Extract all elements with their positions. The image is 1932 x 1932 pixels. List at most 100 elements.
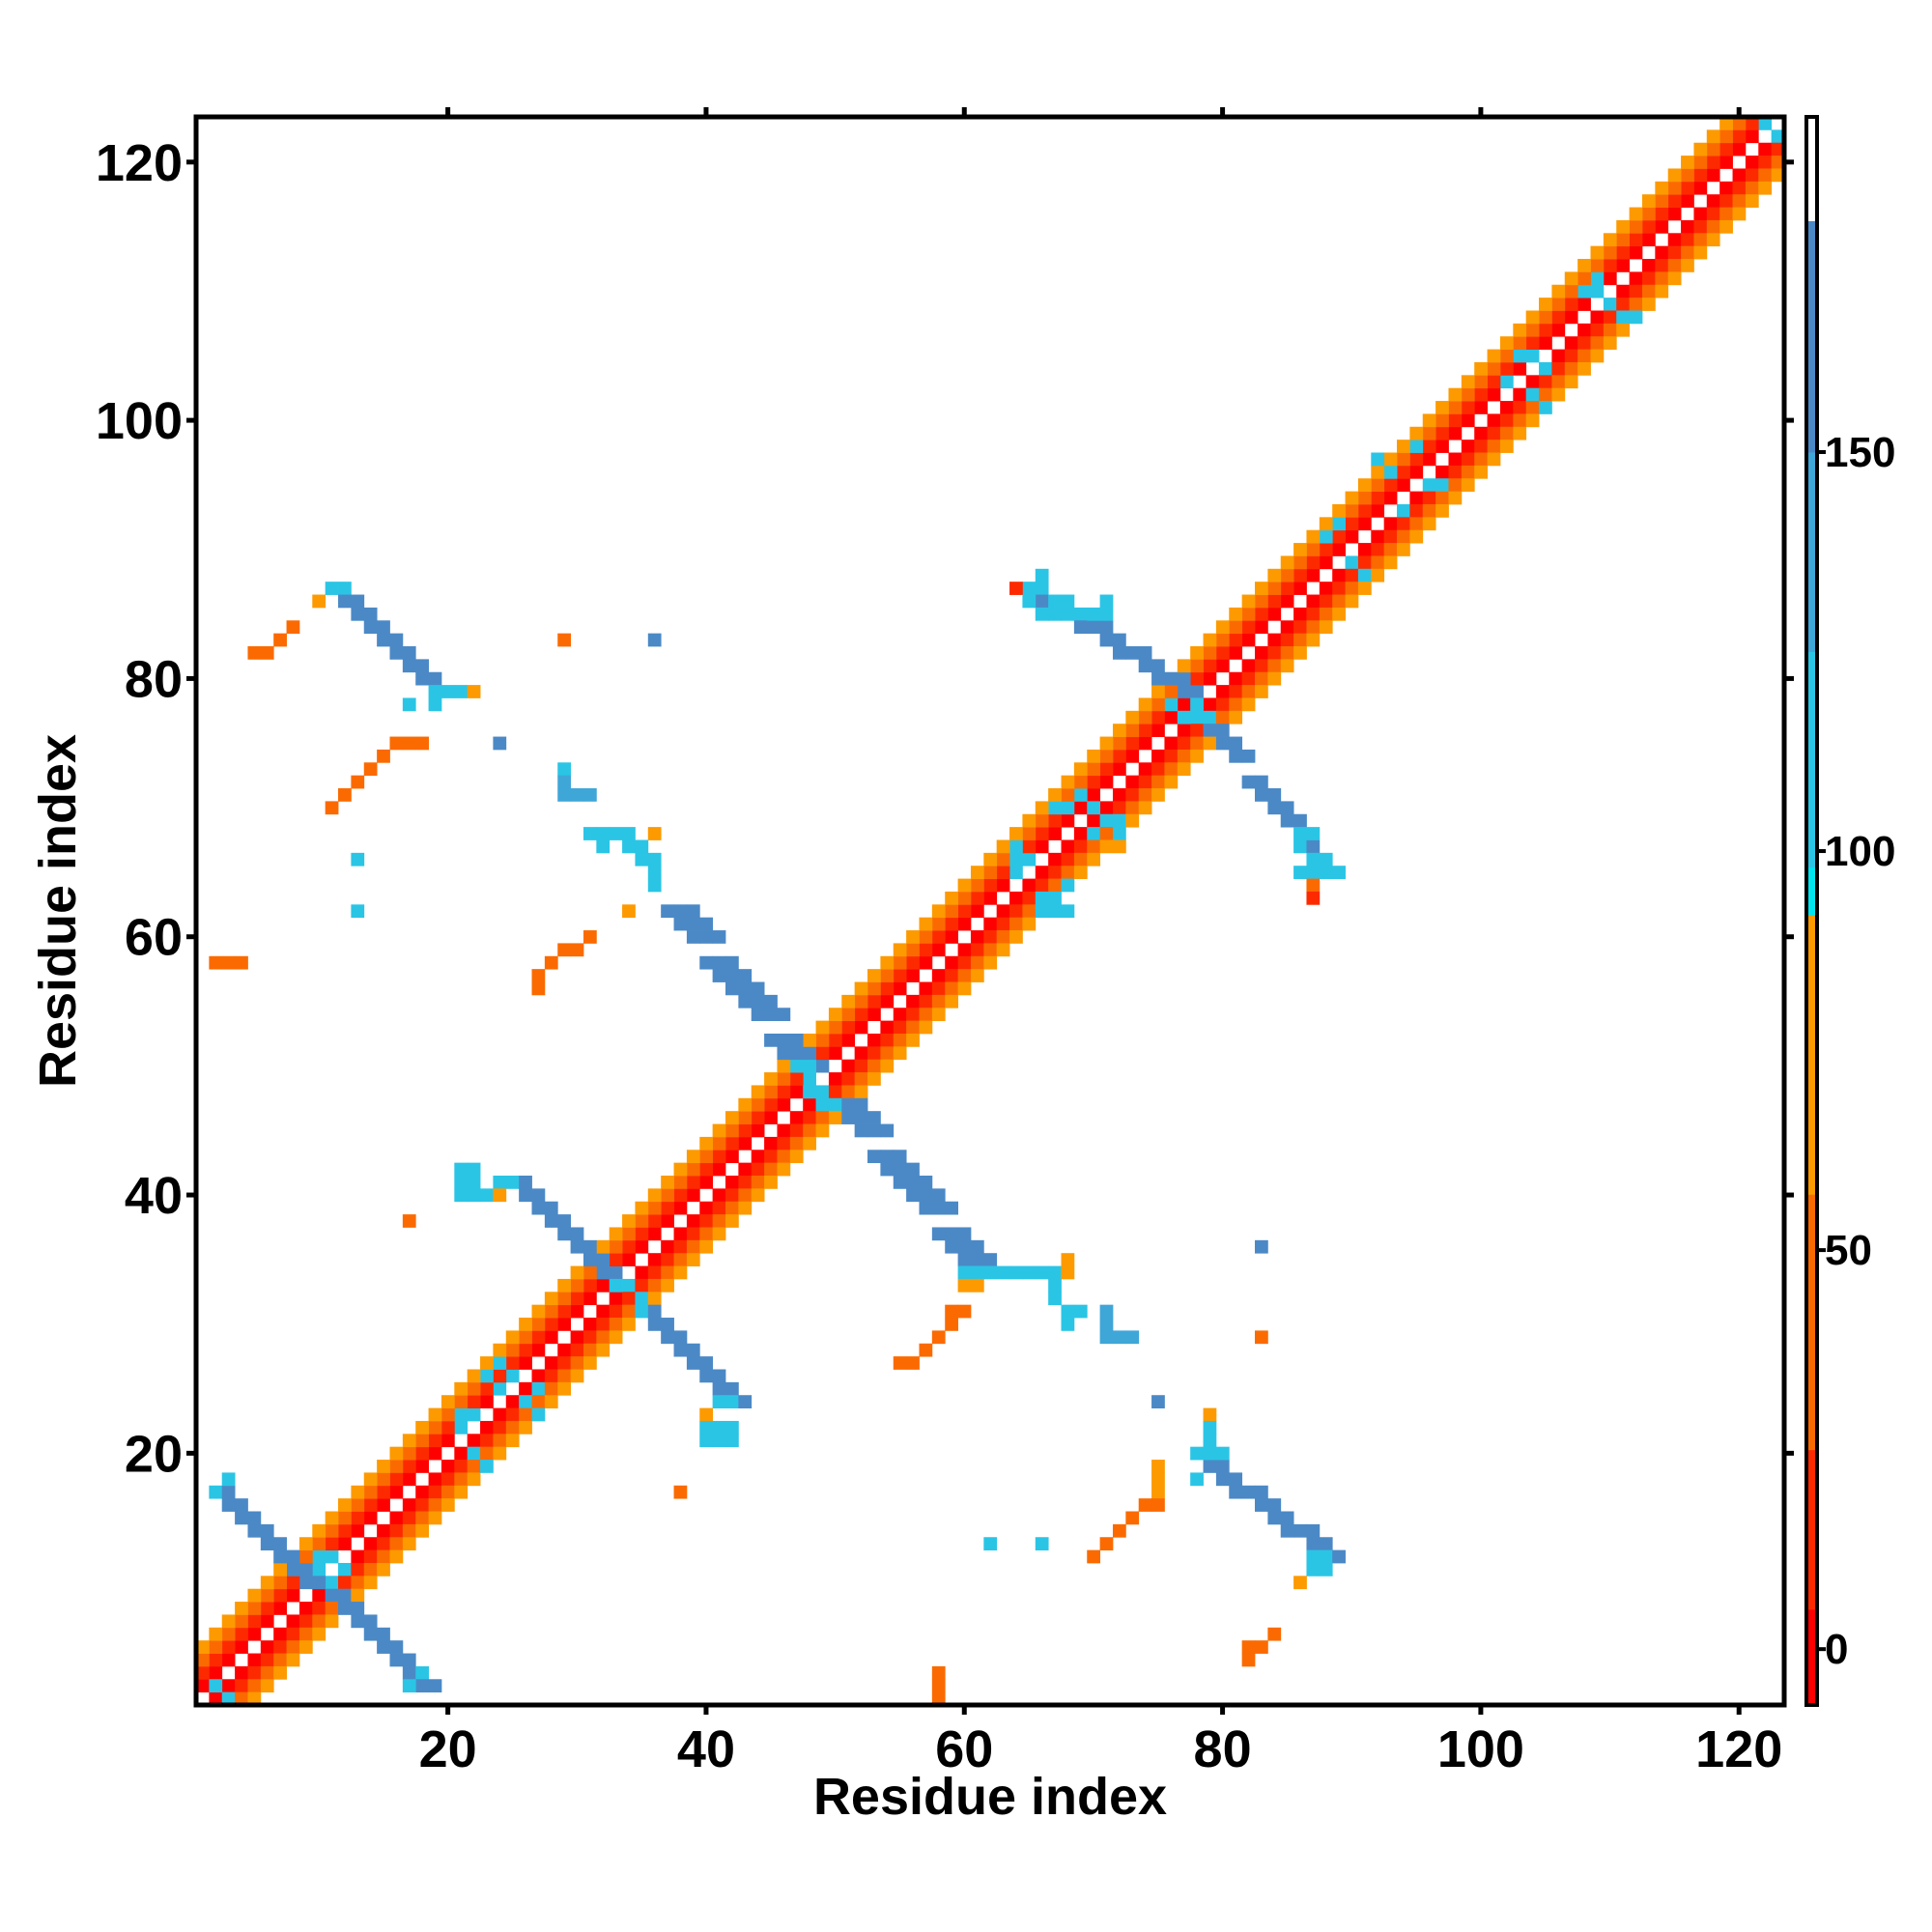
heatmap-cell [363,1537,378,1551]
heatmap-cell [1758,117,1773,130]
heatmap-cell [557,1227,572,1241]
heatmap-cell [1215,710,1230,724]
heatmap-cell [647,1278,662,1293]
heatmap-cell [931,930,946,944]
heatmap-cell [970,1265,984,1280]
heatmap-cell [1099,607,1114,621]
heatmap-cell [867,994,881,1009]
heatmap-cell [1061,813,1075,828]
heatmap-cell [1306,827,1321,840]
heatmap-cell [351,1588,365,1603]
heatmap-cell [1280,801,1294,815]
heatmap-cell [1009,917,1023,931]
heatmap-cell [815,1111,830,1124]
heatmap-cell [1306,1549,1321,1564]
heatmap-cell [1215,724,1230,737]
heatmap-cell [1203,697,1217,712]
colorbar-tick-label: 100 [1825,828,1895,875]
heatmap-cell [1629,271,1643,286]
heatmap-cell [1112,1330,1126,1345]
heatmap-cell [1022,827,1037,840]
heatmap-cell [1280,646,1294,660]
heatmap-cell [1073,607,1088,621]
heatmap-cell [622,1278,636,1293]
heatmap-cell [428,1434,442,1448]
heatmap-cell [582,1343,597,1357]
heatmap-cell [712,930,726,944]
heatmap-cell [1022,878,1037,893]
heatmap-cell [570,1369,584,1383]
heatmap-cell [286,1562,300,1577]
heatmap-cell [389,1446,404,1461]
heatmap-cell [273,1576,287,1590]
heatmap-cell [1073,620,1088,635]
heatmap-cell [1397,465,1410,479]
heatmap-cell [1616,219,1631,234]
heatmap-cell [363,1485,378,1499]
heatmap-cell [1732,142,1747,156]
heatmap-cell [712,969,726,982]
heatmap-cell [1513,349,1527,363]
heatmap-cell [789,1033,804,1047]
heatmap-cell [493,1420,507,1435]
heatmap-cell [402,1214,416,1228]
y-tick-label: 40 [125,1167,183,1225]
heatmap-cell [1164,749,1179,763]
heatmap-cell [1435,440,1449,453]
heatmap-cell [1332,529,1346,544]
heatmap-cell [505,1369,520,1383]
heatmap-cell [1035,582,1049,595]
heatmap-cell [557,1292,572,1306]
heatmap-cell [1306,1523,1321,1538]
heatmap-cell [247,1523,262,1538]
heatmap-cell [1048,1278,1062,1293]
heatmap-cell [1693,142,1708,156]
heatmap-cell [1681,245,1694,260]
colorbar-band [1806,1449,1817,1610]
heatmap-cell [402,659,416,673]
heatmap-cell [686,904,700,919]
heatmap-cell [738,1188,753,1203]
heatmap-cell [1138,710,1152,724]
heatmap-cell [1255,1498,1268,1512]
heatmap-cell [1229,646,1243,660]
heatmap-cell [1048,827,1062,840]
heatmap-cell [1203,1407,1217,1422]
heatmap-cell [1539,336,1552,350]
heatmap-cell [906,1020,920,1035]
heatmap-cell [983,866,998,879]
heatmap-cell [1241,775,1256,789]
heatmap-cell [906,969,920,982]
heatmap-cell [1345,503,1359,518]
heatmap-cell [1048,891,1062,905]
heatmap-cell [235,1679,248,1693]
heatmap-cell [1022,582,1037,595]
heatmap-cell [389,1511,404,1525]
heatmap-cell [1177,736,1191,751]
heatmap-cell [1319,852,1333,867]
heatmap-cell [841,1072,856,1086]
heatmap-cell [1203,633,1217,647]
heatmap-cell [1487,349,1501,363]
heatmap-cell [1590,310,1605,325]
heatmap-cell [209,1485,223,1499]
heatmap-cell [1229,620,1243,635]
heatmap-cell [1513,426,1527,440]
heatmap-cell [1745,129,1759,144]
heatmap-cell [454,1460,469,1473]
heatmap-cell [647,827,662,840]
heatmap-cell [1590,336,1605,350]
heatmap-cell [1513,323,1527,337]
heatmap-cell [1332,568,1346,582]
heatmap-cell [1061,594,1075,609]
heatmap-cell [467,1460,481,1473]
heatmap-cell [273,1653,287,1667]
heatmap-cell [1397,503,1410,518]
heatmap-cell [1087,620,1101,635]
heatmap-cell [1215,659,1230,673]
heatmap-cell [325,1537,339,1551]
heatmap-cell [1009,930,1023,944]
heatmap-cell [1073,762,1088,777]
heatmap-cell [970,1239,984,1254]
heatmap-cell [789,1123,804,1138]
